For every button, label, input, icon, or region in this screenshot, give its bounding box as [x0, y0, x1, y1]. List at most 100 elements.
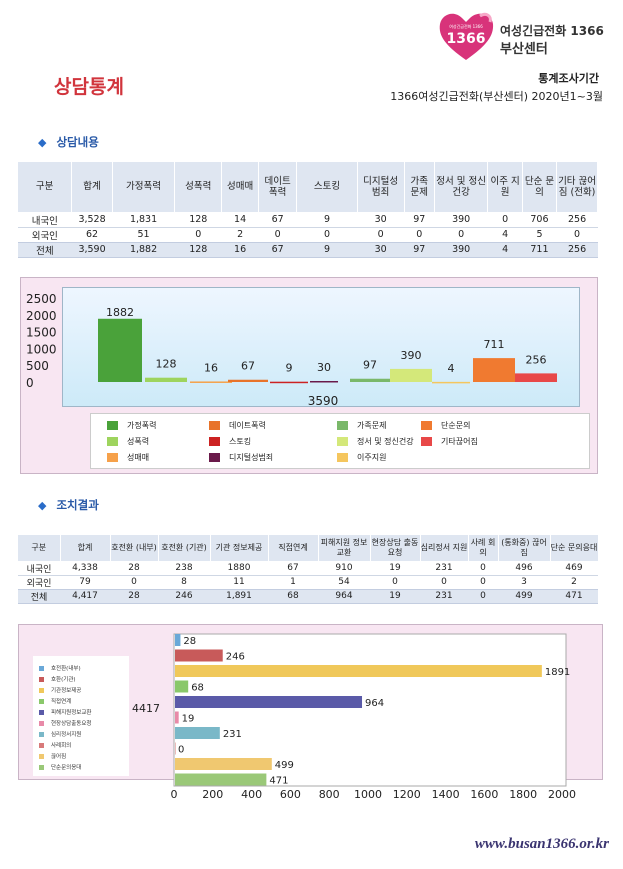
- x-tick-label: 1200: [393, 788, 421, 801]
- table-cell: 238: [158, 561, 210, 576]
- data-label: 128: [156, 358, 177, 371]
- column-header: 기타 끊어짐 (전화): [556, 162, 598, 213]
- legend-item: 끊어짐: [39, 752, 66, 760]
- column-header: 단순 문의: [522, 162, 558, 213]
- total-label: 4417: [132, 702, 160, 715]
- table-cell: 231: [420, 589, 468, 604]
- table-cell: 3,528: [71, 212, 113, 228]
- data-label: 9: [286, 362, 293, 375]
- bar: [175, 696, 363, 708]
- column-header: (통화중) 끊어짐: [498, 535, 551, 562]
- table-cell: 5: [522, 227, 557, 243]
- table-cell: 62: [71, 227, 113, 243]
- row-label: 전체: [18, 242, 72, 258]
- table-row: 내국인 4,338 28 238 1880 67 910 19 231 0 496 469: [18, 561, 598, 576]
- table-cell: 0: [258, 227, 297, 243]
- bar: [190, 381, 232, 383]
- table-cell: 1: [268, 575, 318, 590]
- data-label: 390: [401, 349, 422, 362]
- bar: [390, 368, 432, 382]
- legend-label: 직접연계: [51, 699, 72, 705]
- legend-swatch: [39, 731, 44, 737]
- column-header: 성매매: [221, 162, 259, 213]
- svg-text:1366: 1366: [447, 31, 486, 47]
- table-cell: 0: [404, 227, 435, 243]
- logo-text: 여성긴급전화 1366: [449, 23, 483, 29]
- table-cell: 496: [498, 561, 550, 576]
- legend-swatch: [39, 665, 44, 671]
- bar: [473, 358, 515, 382]
- x-tick-label: 1800: [509, 788, 537, 801]
- column-header: 사례 회의: [468, 535, 499, 562]
- table-cell: 67: [258, 242, 297, 258]
- table-cell: 67: [258, 212, 297, 228]
- table-cell: 711: [522, 242, 557, 258]
- bar: [515, 373, 557, 382]
- column-header: 데이트 폭력: [258, 162, 298, 213]
- table-cell: 910: [318, 561, 370, 576]
- x-tick-label: 800: [319, 788, 340, 801]
- table-row: 외국인 62 51 0 2 0 0 0 0 0 4 5 0: [18, 227, 598, 243]
- legend-label: 데이트폭력: [229, 421, 266, 430]
- section-heading-counseling: ◆ 상담내용: [38, 135, 99, 149]
- legend-swatch: [39, 676, 44, 682]
- table-row: 전체 3,590 1,882 128 16 67 9 30 97 390 4 711 256: [18, 242, 598, 258]
- website-link[interactable]: www.busan1366.or.kr: [474, 836, 609, 852]
- table-cell: 0: [357, 227, 405, 243]
- legend-label: 성매매: [127, 453, 150, 462]
- bar: [175, 727, 220, 739]
- section-heading-actions: ◆ 조치결과: [38, 498, 99, 512]
- table-cell: 0: [110, 575, 158, 590]
- legend-item: 기관정보제공: [39, 686, 81, 694]
- x-tick-label: 600: [280, 788, 301, 801]
- legend-swatch: [39, 687, 44, 693]
- legend-item: 호환(기관): [39, 675, 76, 683]
- legend-swatch: [209, 453, 220, 462]
- legend-label: 스토킹: [229, 437, 252, 446]
- counseling-bar-chart: 2500 2000 1500 1000 500 0 1882 128 16 67 9 30 97 390 4…: [26, 292, 557, 408]
- legend-label: 사례회의: [51, 743, 72, 749]
- legend-swatch: [209, 437, 220, 446]
- y-tick-label: 0: [26, 376, 34, 390]
- table-cell: 0: [487, 212, 523, 228]
- legend-label: 단순문의: [441, 421, 471, 430]
- data-label: 4: [448, 362, 455, 375]
- legend-label: 이주지원: [357, 453, 387, 462]
- y-tick-label: 2000: [26, 309, 57, 323]
- legend-swatch: [39, 698, 44, 704]
- legend-item: 단순문의: [421, 420, 470, 431]
- legend-swatch: [337, 421, 348, 430]
- table-cell: 128: [174, 212, 222, 228]
- column-header: 스토킹: [296, 162, 358, 213]
- diamond-bullet-icon: ◆: [38, 136, 47, 149]
- legend-label: 성폭력: [127, 437, 150, 446]
- table-cell: 97: [404, 242, 435, 258]
- column-header: 성폭력: [174, 162, 223, 213]
- x-tick-label: 200: [202, 788, 223, 801]
- data-label: 67: [241, 360, 255, 373]
- table-cell: 30: [357, 242, 405, 258]
- table-cell: 706: [522, 212, 557, 228]
- data-label: 964: [365, 698, 384, 709]
- table-cell: 4,417: [60, 589, 110, 604]
- legend-item: 이주지원: [337, 452, 386, 463]
- actions-table: 구분 합계 호전환 (내부) 호전환 (기관) 기관 정보제공 직접연계 피해지원 정보교환…: [18, 535, 599, 604]
- diamond-bullet-icon: ◆: [38, 499, 47, 512]
- data-label: 256: [526, 353, 547, 366]
- legend-label: 기관정보제공: [51, 688, 82, 694]
- table-cell: 51: [112, 227, 175, 243]
- table-cell: 28: [110, 561, 158, 576]
- table-cell: 19: [370, 589, 420, 604]
- data-label: 19: [182, 714, 195, 725]
- row-label: 외국인: [18, 227, 72, 243]
- table-cell: 2: [550, 575, 598, 590]
- table-cell: 3,590: [71, 242, 113, 258]
- page-title: 상담통계: [54, 76, 124, 98]
- data-label: 711: [484, 338, 505, 351]
- legend-swatch: [421, 421, 432, 430]
- table-cell: 0: [420, 575, 468, 590]
- table-row: 내국인 3,528 1,831 128 14 67 9 30 97 390 0 706 256: [18, 212, 598, 228]
- legend-item: 성폭력: [107, 436, 149, 447]
- legend-item: 가정폭력: [107, 420, 156, 431]
- table-row: 전체 4,417 28 246 1,891 68 964 19 231 0 499 471: [18, 589, 598, 604]
